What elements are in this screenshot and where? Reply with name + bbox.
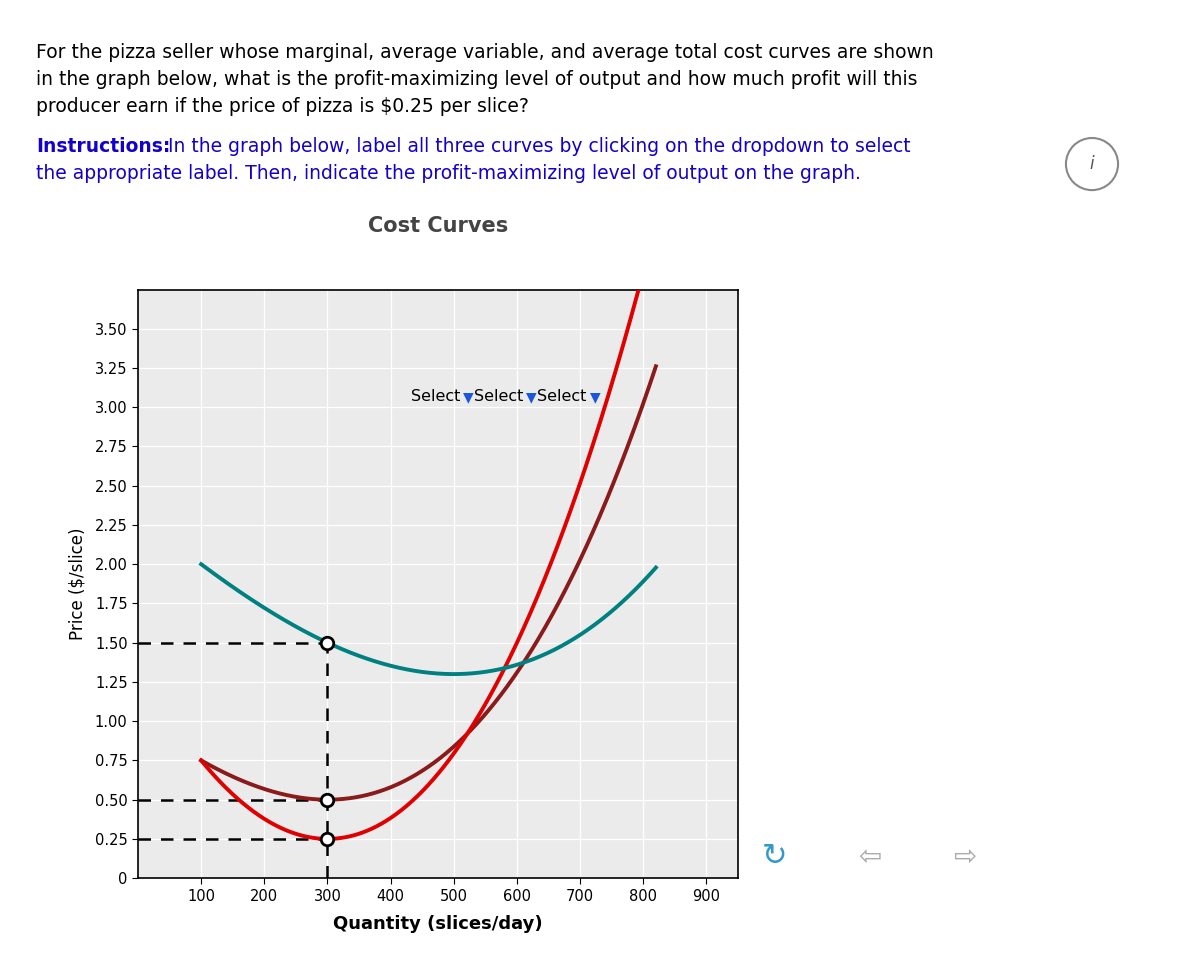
X-axis label: Quantity (slices/day): Quantity (slices/day): [334, 915, 542, 933]
Y-axis label: Price ($/slice): Price ($/slice): [68, 528, 86, 640]
Circle shape: [1066, 138, 1118, 190]
Text: producer earn if the price of pizza is $0.25 per slice?: producer earn if the price of pizza is $…: [36, 97, 529, 117]
Text: For the pizza seller whose marginal, average variable, and average total cost cu: For the pizza seller whose marginal, ave…: [36, 43, 934, 63]
Text: ▼: ▼: [463, 390, 474, 404]
Text: ⇨: ⇨: [954, 842, 978, 870]
Text: the appropriate label. Then, indicate the profit-maximizing level of output on t: the appropriate label. Then, indicate th…: [36, 164, 860, 183]
Text: in the graph below, what is the profit-maximizing level of output and how much p: in the graph below, what is the profit-m…: [36, 70, 918, 90]
Text: i: i: [1090, 155, 1094, 173]
Text: Instructions:: Instructions:: [36, 137, 170, 156]
Text: In the graph below, label all three curves by clicking on the dropdown to select: In the graph below, label all three curv…: [162, 137, 911, 156]
Text: Select: Select: [474, 389, 523, 404]
Text: Select: Select: [410, 389, 460, 404]
Text: Cost Curves: Cost Curves: [368, 216, 508, 236]
Text: ⇦: ⇦: [858, 842, 882, 870]
Text: Select: Select: [538, 389, 587, 404]
Text: ▼: ▼: [589, 390, 600, 404]
Text: ↻: ↻: [761, 841, 787, 871]
Text: ▼: ▼: [527, 390, 538, 404]
